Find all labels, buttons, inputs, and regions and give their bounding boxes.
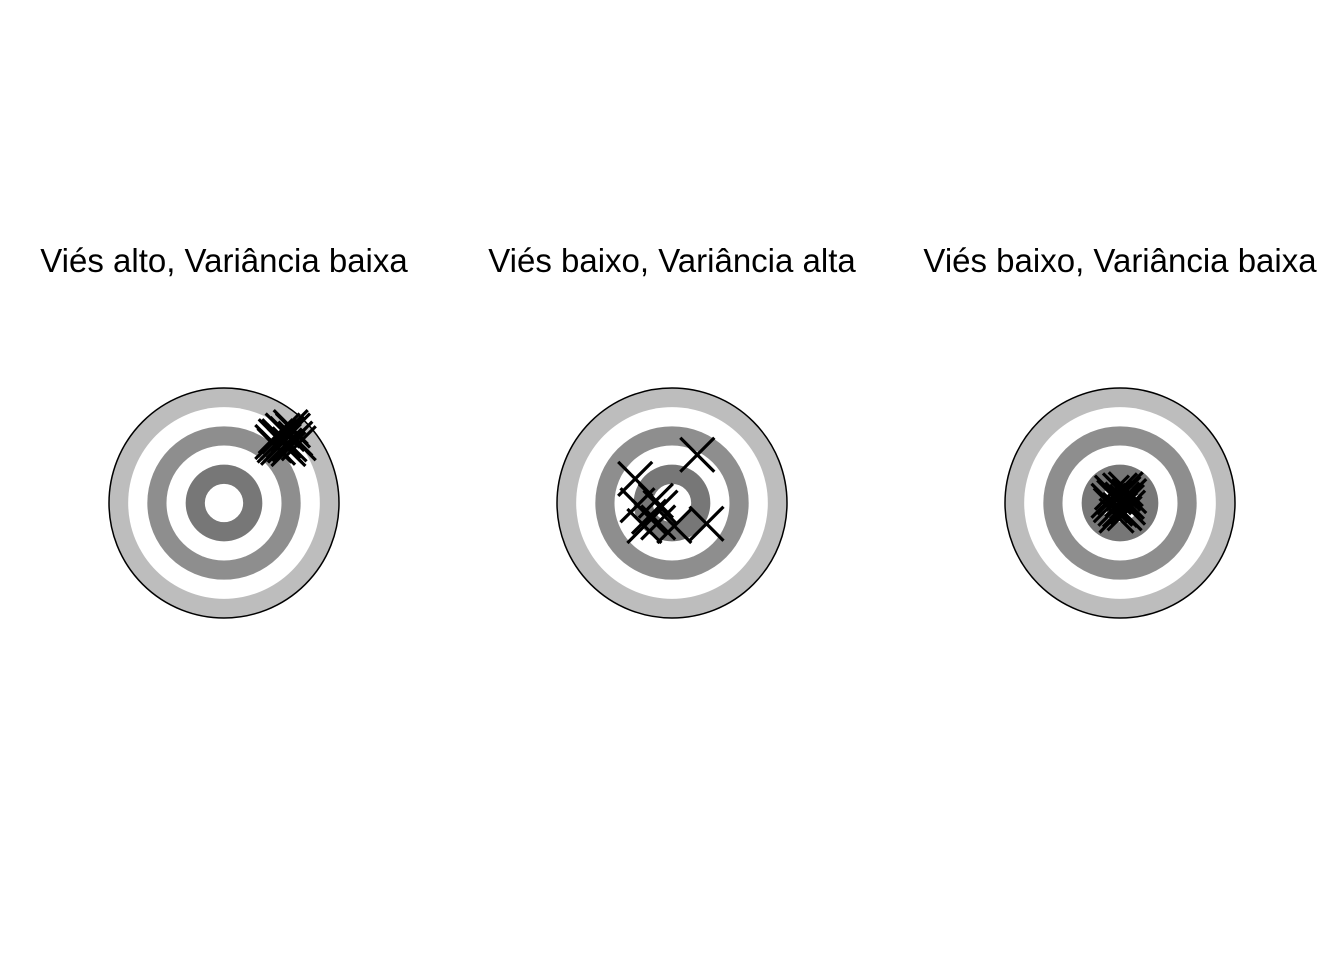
shot-marker	[637, 482, 675, 519]
panel-title: Viés baixo, Variância baixa	[923, 242, 1317, 279]
shot-marker	[256, 427, 293, 464]
panel-title: Viés alto, Variância baixa	[40, 242, 408, 279]
target	[108, 387, 340, 619]
target-ring	[204, 483, 244, 523]
shot-marker	[1101, 472, 1139, 509]
panel-low-bias-high-variance: Viés baixo, Variância alta	[488, 242, 856, 619]
shot-marker	[688, 505, 725, 542]
shot-markers	[1090, 471, 1148, 534]
shot-marker	[1093, 474, 1131, 511]
shot-marker	[679, 436, 716, 473]
shot-marker	[1104, 481, 1141, 518]
panel-title: Viés baixo, Variância alta	[488, 242, 856, 279]
shot-marker	[642, 489, 679, 526]
panel-low-bias-low-variance: Viés baixo, Variância baixa	[923, 242, 1317, 619]
shot-marker	[272, 408, 309, 446]
shot-marker	[656, 507, 693, 545]
shot-marker	[626, 507, 663, 545]
shot-marker	[1107, 471, 1144, 508]
target	[556, 387, 788, 619]
panel-high-bias-low-variance: Viés alto, Variância baixa	[40, 242, 408, 619]
shot-markers	[617, 436, 725, 545]
shot-markers	[254, 408, 317, 468]
